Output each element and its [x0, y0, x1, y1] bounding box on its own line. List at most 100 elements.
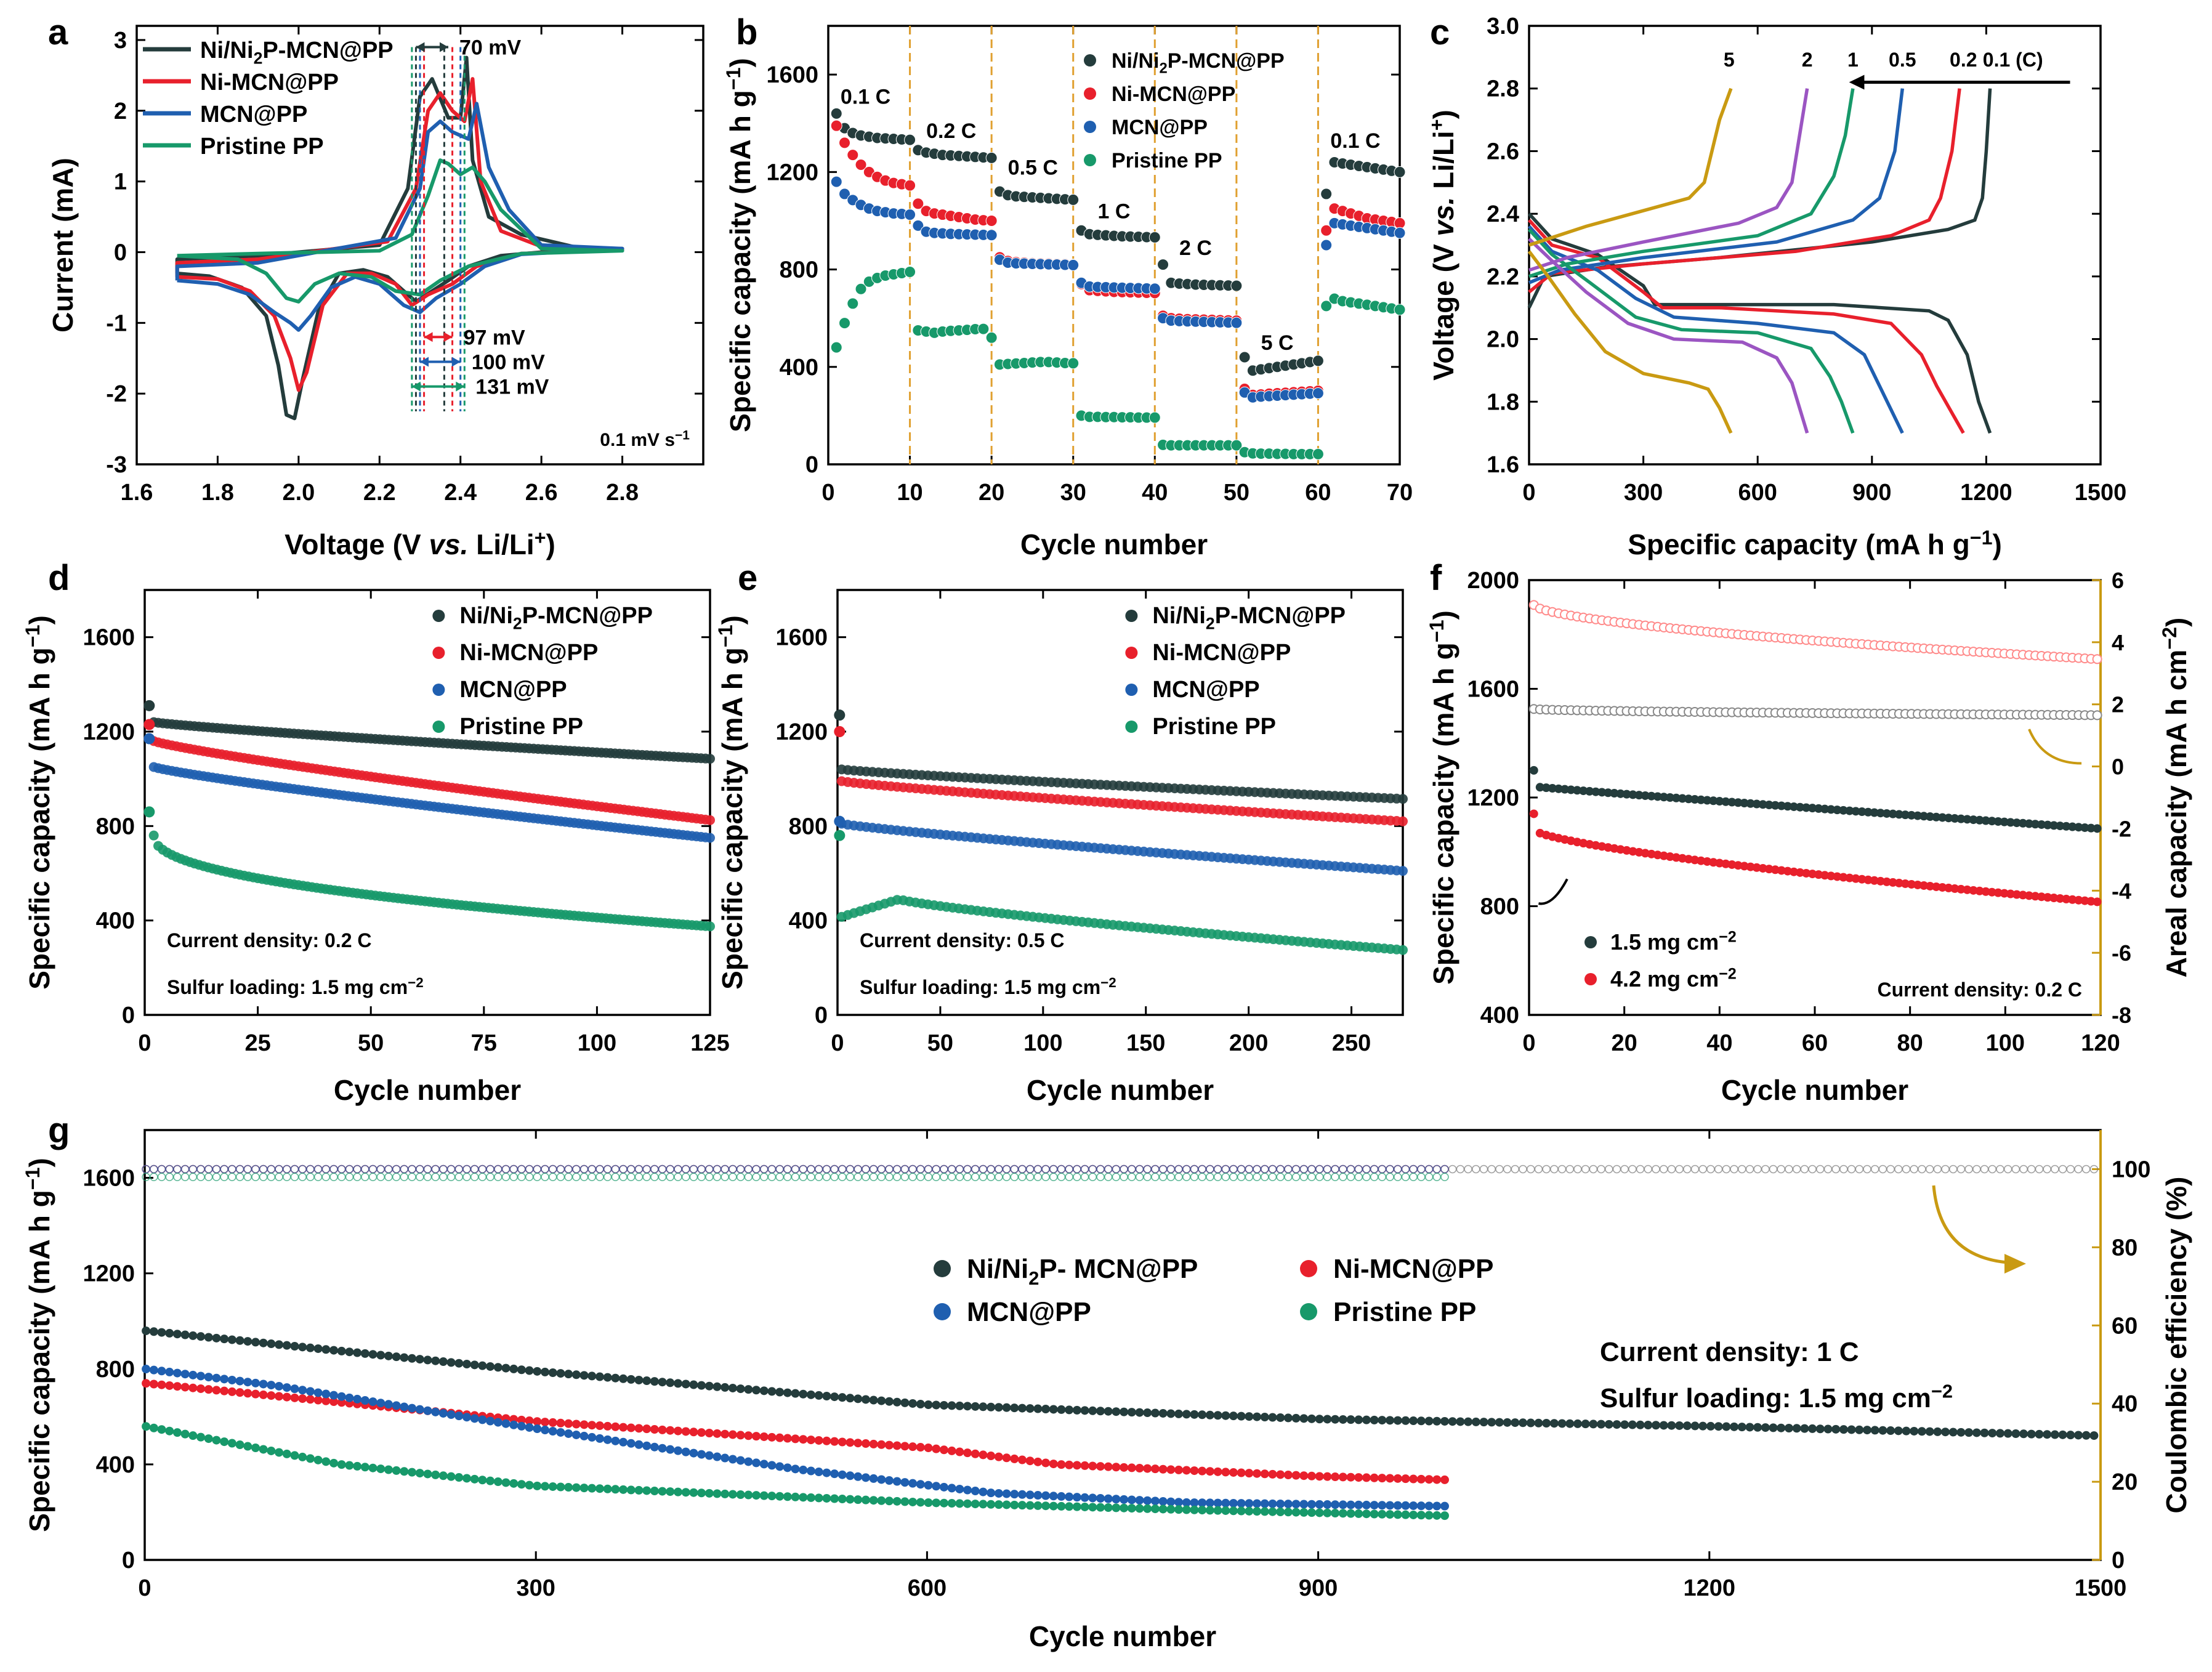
- capacity-point: [408, 1354, 417, 1363]
- capacity-point: [1323, 1500, 1332, 1509]
- capacity-point: [611, 1436, 620, 1445]
- capacity-point: [1956, 814, 1966, 823]
- ce-point: [759, 1173, 769, 1181]
- capacity-point: [1440, 1416, 1449, 1426]
- capacity-point: [791, 1434, 800, 1444]
- capacity-point: [1104, 1494, 1113, 1503]
- capacity-point: [321, 1345, 331, 1354]
- capacity-point: [846, 1394, 855, 1403]
- capacity-point: [846, 1495, 855, 1504]
- capacity-point: [587, 1421, 597, 1430]
- ce-point: [940, 1165, 948, 1174]
- capacity-point: [1237, 1412, 1246, 1421]
- capacity-point: [1440, 1501, 1449, 1511]
- capacity-point: [1529, 809, 1538, 818]
- capacity-point: [799, 1435, 808, 1444]
- legend-marker: [1125, 684, 1138, 696]
- ce-point: [1104, 1173, 1113, 1181]
- rate-label: 5 C: [1261, 331, 1294, 355]
- capacity-point: [1870, 876, 1879, 885]
- capacity-point: [1025, 1490, 1035, 1500]
- ce-point: [1878, 1165, 1887, 1174]
- panel-label: b: [736, 12, 757, 52]
- ce-point: [572, 1165, 581, 1174]
- ce-point: [1440, 1165, 1449, 1174]
- capacity-point: [149, 1327, 158, 1336]
- capacity-point: [1190, 1410, 1199, 1419]
- capacity-point: [2037, 892, 2046, 902]
- capacity-point: [704, 1451, 714, 1460]
- legend-label: Pristine PP: [1112, 149, 1222, 172]
- capacity-point: [243, 1378, 252, 1387]
- ce-point: [1120, 1173, 1128, 1181]
- ce-point: [321, 1165, 331, 1174]
- capacity-point: [1620, 1420, 1629, 1429]
- capacity-point: [1362, 1500, 1371, 1509]
- capacity-point: [634, 1440, 644, 1449]
- y-tick-label: 1.6: [1487, 452, 1519, 478]
- rate-label: 0.1 (C): [1983, 49, 2043, 71]
- capacity-point: [728, 1455, 737, 1464]
- capacity-point: [799, 1389, 808, 1399]
- capacity-point: [634, 1485, 644, 1495]
- ce-point: [1002, 1173, 1011, 1181]
- capacity-point: [1237, 1468, 1246, 1477]
- ce-point: [908, 1165, 917, 1174]
- capacity-point: [1925, 1427, 1934, 1436]
- capacity-point: [376, 1351, 385, 1360]
- capacity-point: [1604, 1420, 1613, 1429]
- ce-point: [1041, 1173, 1050, 1181]
- y-tick-label: 2.4: [1487, 201, 1519, 227]
- ce-point: [2011, 1165, 2020, 1174]
- ce-point: [971, 1173, 980, 1181]
- ce-point: [627, 1165, 636, 1174]
- capacity-point: [838, 1495, 847, 1504]
- capacity-point: [1378, 1416, 1387, 1425]
- capacity-point: [298, 1386, 307, 1395]
- rate-label: 2 C: [1179, 236, 1212, 260]
- capacity-point: [290, 1451, 299, 1460]
- capacity-point: [259, 1379, 268, 1389]
- ce-point: [721, 1165, 729, 1174]
- capacity-point: [1010, 1403, 1019, 1413]
- capacity-point: [149, 1365, 158, 1375]
- capacity-point: [1283, 1471, 1293, 1480]
- capacity-point: [360, 1396, 369, 1405]
- ce-point: [1706, 1165, 1715, 1174]
- capacity-point: [1002, 1489, 1011, 1498]
- legend-marker: [1300, 1260, 1317, 1277]
- ce-point: [1229, 1165, 1238, 1174]
- ce-point: [361, 1165, 369, 1174]
- x-tick-label: 120: [2081, 1030, 2120, 1056]
- capacity-point: [939, 1482, 948, 1492]
- ce-point: [1261, 1173, 1269, 1181]
- ce-point: [1847, 1165, 1856, 1174]
- capacity-point: [1764, 801, 1774, 810]
- data-point: [855, 283, 867, 295]
- capacity-point: [924, 1444, 933, 1453]
- x-tick-label: 80: [1897, 1030, 1923, 1056]
- capacity-point: [1495, 1418, 1504, 1427]
- capacity-point: [1503, 1418, 1512, 1427]
- capacity-point: [400, 1402, 409, 1412]
- ce-point: [1636, 1165, 1645, 1174]
- capacity-point: [759, 1460, 769, 1469]
- capacity-point: [861, 1495, 870, 1504]
- ce-point: [1417, 1173, 1426, 1181]
- capacity-point: [556, 1418, 565, 1428]
- ce-point: [173, 1173, 182, 1181]
- capacity-point: [1338, 1500, 1347, 1509]
- capacity-point: [752, 1491, 761, 1500]
- ce-point: [1394, 1173, 1402, 1181]
- y2-tick-label: 100: [2112, 1157, 2150, 1182]
- ce-point: [1612, 1165, 1621, 1174]
- capacity-point: [1698, 1421, 1708, 1431]
- data-point: [1312, 387, 1324, 399]
- capacity-point: [1315, 1508, 1324, 1517]
- capacity-point: [1307, 1500, 1317, 1509]
- capacity-point: [1839, 806, 1848, 815]
- ce-point: [1041, 1165, 1050, 1174]
- legend-label: Pristine PP: [200, 134, 324, 160]
- capacity-point: [1174, 1409, 1184, 1418]
- capacity-point: [1190, 1498, 1199, 1508]
